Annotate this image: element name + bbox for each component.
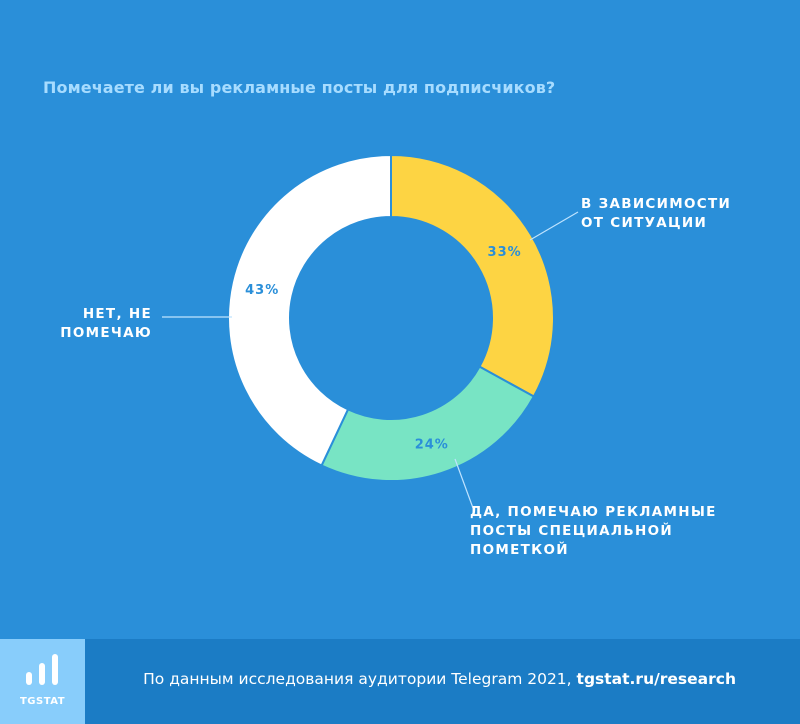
category-label-no-marking: НЕТ, НЕ ПОМЕЧАЮ <box>60 306 152 341</box>
slice-no-marking[interactable] <box>227 153 392 467</box>
research-link[interactable]: tgstat.ru/research <box>576 670 736 688</box>
bar-chart-icon <box>26 654 58 685</box>
category-label-situational: В ЗАВИСИМОСТИ ОТ СИТУАЦИИ <box>581 196 731 231</box>
slice-yes-marking[interactable] <box>320 365 536 482</box>
donut-chart: 33% 24% 43% В ЗАВИСИМОСТИ ОТ СИТУАЦИИ ДА, ПОМ… <box>60 153 731 558</box>
source-note: По данным исследования аудитории Telegra… <box>143 670 736 688</box>
logo-text: TGSTAT <box>19 696 66 707</box>
slice-situational[interactable] <box>390 153 555 398</box>
footer: TGSTAT По данным исследования аудитории … <box>0 639 800 724</box>
tgstat-logo[interactable]: TGSTAT <box>0 639 85 724</box>
value-label-no-marking: 43% <box>245 283 279 298</box>
leader-line-yes-marking <box>454 458 474 509</box>
category-label-yes-marking: ДА, ПОМЕЧАЮ РЕКЛАМНЫЕ ПОСТЫ СПЕЦИАЛЬНОЙ ПО… <box>470 504 717 558</box>
value-label-yes-marking: 24% <box>415 438 449 453</box>
source-text: По данным исследования аудитории Telegra… <box>143 670 577 688</box>
value-label-situational: 33% <box>488 245 522 260</box>
leader-line-situational <box>529 211 579 241</box>
chart-title: Помечаете ли вы рекламные посты для подп… <box>43 78 556 97</box>
